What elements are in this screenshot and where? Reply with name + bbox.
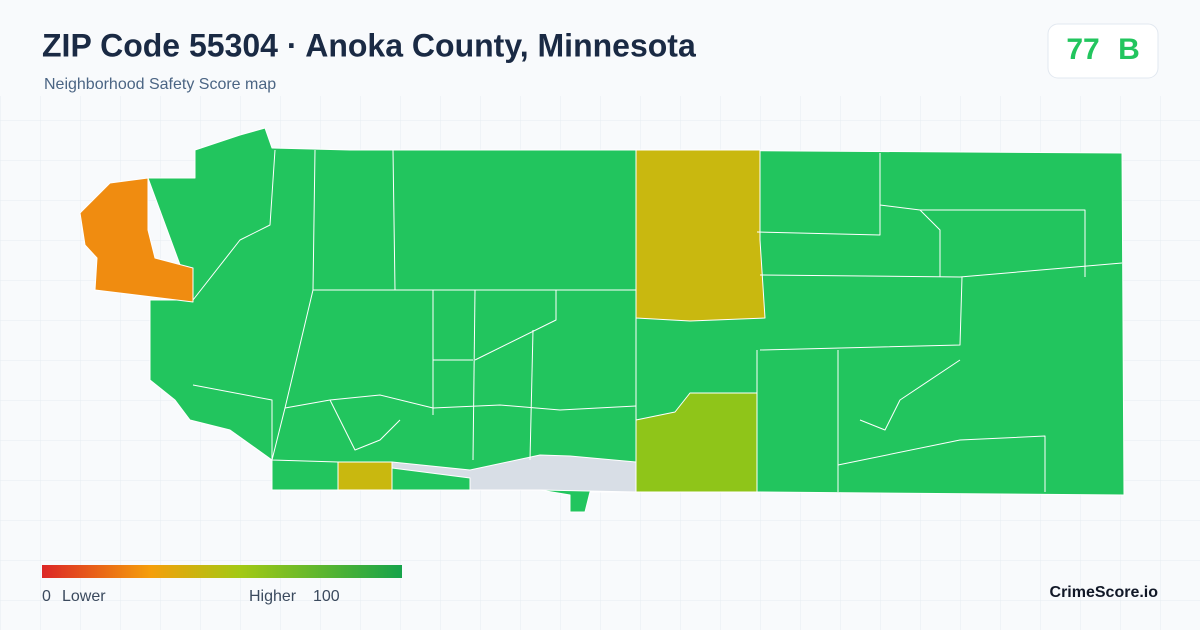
legend-gradient — [42, 565, 402, 578]
legend-min: 0 — [42, 588, 51, 605]
map — [79, 127, 1125, 513]
legend-min-label: Lower — [62, 588, 106, 605]
badge-box — [1047, 23, 1159, 79]
region-yellow-small — [337, 461, 393, 491]
legend-max: 100 — [313, 588, 340, 605]
subtitle: Neighborhood Safety Score map — [44, 76, 276, 93]
legend: 0 Lower Higher 100 — [42, 565, 402, 605]
grade: B — [1118, 33, 1140, 66]
region-orange — [79, 177, 194, 303]
title: ZIP Code 55304 · Anoka County, Minnesota — [42, 27, 696, 63]
boundaries — [192, 149, 1123, 492]
brand: CrimeScore.io — [1050, 584, 1159, 601]
region-no-data — [391, 454, 637, 493]
score-badge: 77 B — [1047, 23, 1159, 79]
region-yellow — [635, 149, 766, 322]
score: 77 — [1066, 33, 1099, 66]
legend-max-label: Higher — [249, 588, 297, 605]
